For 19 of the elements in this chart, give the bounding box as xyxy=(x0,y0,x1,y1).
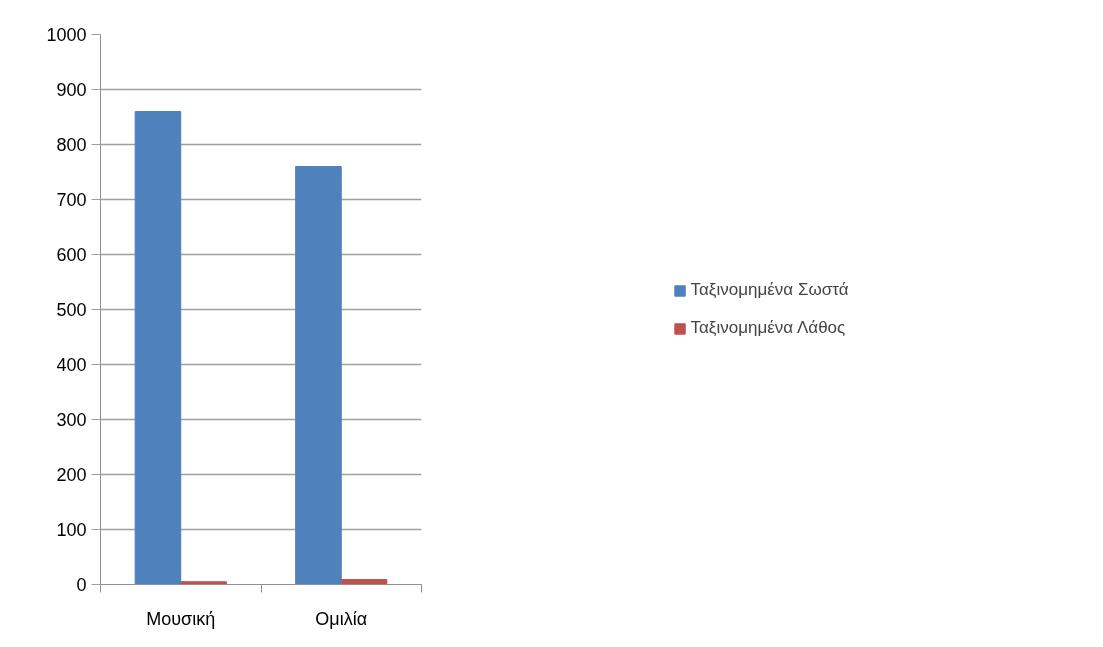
y-tick-label: 900 xyxy=(56,80,87,100)
y-tick-label: 1000 xyxy=(46,25,87,45)
legend-label: Ταξινομημένα Λάθος xyxy=(690,318,846,338)
x-tick-label: Μουσική xyxy=(146,608,216,629)
bar xyxy=(295,166,342,585)
bar xyxy=(134,111,182,585)
y-tick-label: 600 xyxy=(56,245,87,265)
bar xyxy=(340,579,388,585)
x-tick-label: Ομιλία xyxy=(315,608,368,629)
bar xyxy=(180,581,227,585)
y-tick-label: 700 xyxy=(56,190,87,210)
y-tick-label: 500 xyxy=(56,300,87,320)
y-tick-label: 100 xyxy=(56,520,87,540)
y-tick-label: 200 xyxy=(56,465,87,485)
y-tick-label: 800 xyxy=(56,135,87,155)
y-tick-label: 0 xyxy=(76,575,87,595)
legend-label: Ταξινομημένα Σωστά xyxy=(690,280,849,300)
y-tick-label: 300 xyxy=(56,410,87,430)
y-tick-label: 400 xyxy=(56,355,87,375)
